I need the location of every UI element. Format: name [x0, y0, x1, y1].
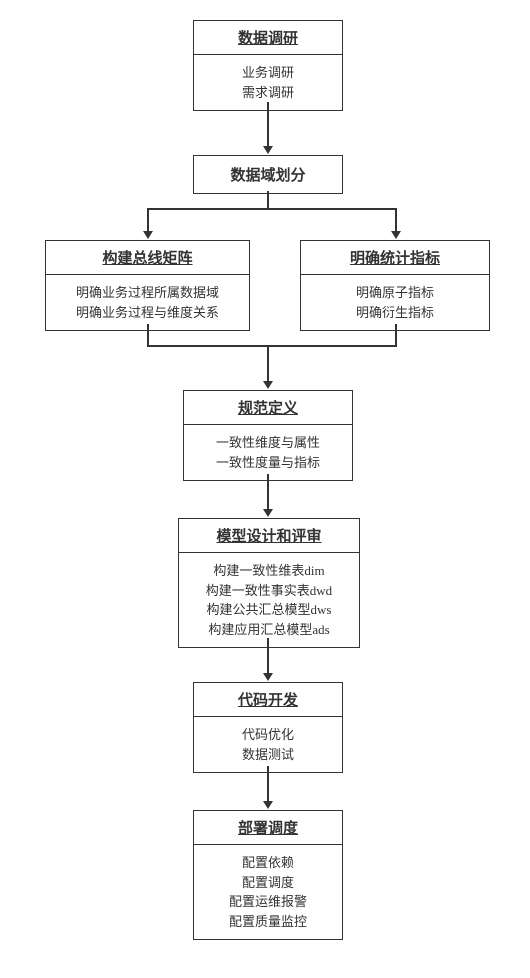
node-item: 配置质量监控	[198, 912, 338, 932]
node-body: 配置依赖 配置调度 配置运维报警 配置质量监控	[194, 845, 342, 939]
node-item: 明确业务过程所属数据域	[50, 283, 245, 303]
flow-node-domain-partition: 数据域划分	[193, 155, 343, 194]
edge-line	[267, 191, 269, 209]
flow-node-deploy-schedule: 部署调度 配置依赖 配置调度 配置运维报警 配置质量监控	[193, 810, 343, 940]
arrow-icon	[263, 146, 273, 154]
node-title: 规范定义	[184, 391, 352, 425]
arrow-icon	[263, 673, 273, 681]
node-title: 模型设计和评审	[179, 519, 359, 553]
node-item: 配置运维报警	[198, 892, 338, 912]
node-title: 明确统计指标	[301, 241, 489, 275]
node-item: 构建一致性事实表dwd	[183, 581, 355, 601]
node-item: 构建应用汇总模型ads	[183, 620, 355, 640]
node-item: 构建公共汇总模型dws	[183, 600, 355, 620]
node-title: 部署调度	[194, 811, 342, 845]
edge-line	[395, 324, 397, 346]
node-item: 构建一致性维表dim	[183, 561, 355, 581]
edge-line	[395, 208, 397, 232]
edge-line	[147, 208, 397, 210]
arrow-icon	[263, 509, 273, 517]
node-item: 配置依赖	[198, 853, 338, 873]
edge-line	[267, 345, 269, 382]
flow-node-stat-index: 明确统计指标 明确原子指标 明确衍生指标	[300, 240, 490, 331]
edge-line	[147, 208, 149, 232]
node-item: 明确原子指标	[305, 283, 485, 303]
arrow-icon	[391, 231, 401, 239]
node-item: 配置调度	[198, 873, 338, 893]
arrow-icon	[263, 801, 273, 809]
node-title: 数据域划分	[194, 156, 342, 193]
node-item: 数据测试	[198, 745, 338, 765]
edge-line	[267, 102, 269, 147]
flow-node-spec-definition: 规范定义 一致性维度与属性 一致性度量与指标	[183, 390, 353, 481]
flow-node-model-design: 模型设计和评审 构建一致性维表dim 构建一致性事实表dwd 构建公共汇总模型d…	[178, 518, 360, 648]
node-title: 数据调研	[194, 21, 342, 55]
node-item: 需求调研	[198, 83, 338, 103]
edge-line	[267, 474, 269, 510]
node-body: 一致性维度与属性 一致性度量与指标	[184, 425, 352, 480]
edge-line	[147, 324, 149, 346]
node-title: 代码开发	[194, 683, 342, 717]
node-title: 构建总线矩阵	[46, 241, 249, 275]
node-body: 代码优化 数据测试	[194, 717, 342, 772]
node-item: 明确衍生指标	[305, 303, 485, 323]
node-item: 业务调研	[198, 63, 338, 83]
edge-line	[147, 345, 397, 347]
node-item: 一致性度量与指标	[188, 453, 348, 473]
node-item: 代码优化	[198, 725, 338, 745]
node-body: 构建一致性维表dim 构建一致性事实表dwd 构建公共汇总模型dws 构建应用汇…	[179, 553, 359, 647]
arrow-icon	[143, 231, 153, 239]
node-body: 明确业务过程所属数据域 明确业务过程与维度关系	[46, 275, 249, 330]
arrow-icon	[263, 381, 273, 389]
edge-line	[267, 638, 269, 674]
edge-line	[267, 766, 269, 802]
flow-node-code-dev: 代码开发 代码优化 数据测试	[193, 682, 343, 773]
flow-node-bus-matrix: 构建总线矩阵 明确业务过程所属数据域 明确业务过程与维度关系	[45, 240, 250, 331]
node-item: 明确业务过程与维度关系	[50, 303, 245, 323]
node-body: 明确原子指标 明确衍生指标	[301, 275, 489, 330]
node-item: 一致性维度与属性	[188, 433, 348, 453]
flow-node-data-research: 数据调研 业务调研 需求调研	[193, 20, 343, 111]
